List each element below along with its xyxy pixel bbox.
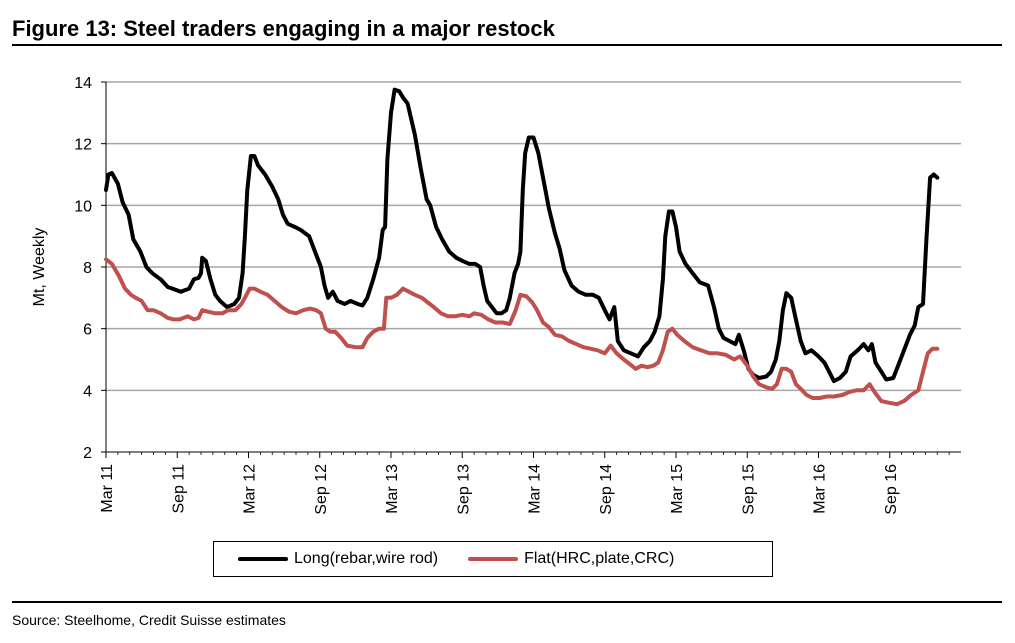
x-tick-label-3: Sep 12 [313,464,330,515]
y-tick-label-8: 8 [83,260,92,277]
y-tick-label-6: 6 [83,322,92,339]
series-line-flat [104,257,940,407]
x-tick-label-7: Sep 14 [598,464,615,515]
y-axis-title: Mt, Weekly [31,228,48,307]
y-tick-label-14: 14 [74,75,92,92]
x-tick-label-8: Mar 15 [669,464,686,514]
source-rule [12,601,1002,603]
y-tick-label-12: 12 [74,137,92,154]
legend-swatch-long [238,557,288,561]
legend-swatch-flat [468,557,519,561]
legend-item-long: Long(rebar,wire rod) [238,550,438,568]
x-tick-label-2: Mar 12 [242,464,259,514]
title-rule [12,44,1002,46]
y-tick-label-4: 4 [83,383,92,400]
legend-label-long: Long(rebar,wire rod) [294,550,439,567]
y-tick-label-2: 2 [83,445,92,462]
chart-legend: Long(rebar,wire rod) Flat(HRC,plate,CRC) [213,541,773,577]
legend-item-flat: Flat(HRC,plate,CRC) [468,550,674,568]
x-tick-label-10: Mar 16 [812,464,829,514]
x-tick-label-11: Sep 16 [883,464,900,515]
legend-label-flat: Flat(HRC,plate,CRC) [524,550,675,567]
y-tick-label-10: 10 [74,198,92,215]
x-tick-label-9: Sep 15 [740,464,757,515]
x-tick-label-0: Mar 11 [99,464,116,513]
x-tick-label-1: Sep 11 [170,464,187,514]
x-tick-label-5: Sep 13 [455,464,472,515]
x-tick-label-6: Mar 14 [527,464,544,514]
x-tick-label-4: Mar 13 [384,464,401,514]
series-line-long [104,87,940,384]
source-note: Source: Steelhome, Credit Suisse estimat… [12,612,286,628]
figure-title: Figure 13: Steel traders engaging in a m… [12,16,555,41]
